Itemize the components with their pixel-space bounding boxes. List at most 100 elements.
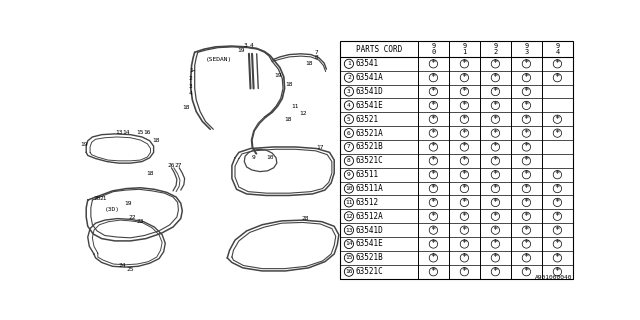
Text: *: * [461, 226, 467, 235]
Text: 2: 2 [189, 76, 193, 81]
Text: *: * [524, 253, 529, 262]
Text: *: * [461, 101, 467, 110]
Text: 19: 19 [124, 202, 132, 206]
Text: *: * [431, 226, 436, 235]
Text: 63541E: 63541E [356, 239, 383, 249]
Text: *: * [524, 115, 529, 124]
Text: 9
3: 9 3 [524, 43, 529, 55]
Text: 63541D: 63541D [356, 87, 383, 96]
Text: A901000040: A901000040 [534, 275, 572, 280]
Text: *: * [431, 267, 436, 276]
Text: *: * [555, 115, 560, 124]
Text: 25: 25 [127, 267, 134, 272]
Text: *: * [524, 142, 529, 151]
Text: *: * [461, 184, 467, 193]
Text: *: * [524, 59, 529, 68]
Text: 1: 1 [347, 61, 351, 66]
Text: 12: 12 [345, 214, 353, 219]
Text: *: * [524, 87, 529, 96]
Text: *: * [555, 267, 560, 276]
Text: 18: 18 [182, 105, 190, 110]
Text: 4: 4 [347, 103, 351, 108]
Text: 63521C: 63521C [356, 156, 383, 165]
Text: 4: 4 [189, 91, 193, 96]
Text: 16: 16 [143, 130, 151, 135]
Text: 63512: 63512 [356, 198, 379, 207]
Text: *: * [431, 239, 436, 249]
Text: 63541: 63541 [356, 59, 379, 68]
Text: *: * [431, 59, 436, 68]
Text: 63521: 63521 [356, 115, 379, 124]
Text: 63521A: 63521A [356, 129, 383, 138]
Text: 13: 13 [115, 130, 122, 135]
Text: 19: 19 [274, 73, 282, 78]
Text: 15: 15 [137, 130, 144, 135]
Text: *: * [524, 170, 529, 179]
Text: 8: 8 [347, 158, 351, 163]
Text: 11: 11 [292, 104, 300, 109]
Text: 17: 17 [317, 145, 324, 150]
Text: *: * [493, 156, 498, 165]
Text: *: * [493, 142, 498, 151]
Text: *: * [431, 170, 436, 179]
Text: 18: 18 [146, 171, 154, 176]
Text: 10: 10 [345, 186, 353, 191]
Text: *: * [493, 115, 498, 124]
Text: *: * [461, 59, 467, 68]
Text: 9
2: 9 2 [493, 43, 497, 55]
Text: *: * [555, 170, 560, 179]
Text: 18: 18 [285, 82, 293, 87]
Text: 19: 19 [237, 48, 245, 53]
Text: 5: 5 [347, 117, 351, 122]
Text: PARTS CORD: PARTS CORD [356, 45, 403, 54]
Text: *: * [555, 184, 560, 193]
Text: 63541D: 63541D [356, 226, 383, 235]
Text: 2: 2 [347, 75, 351, 80]
Text: *: * [524, 226, 529, 235]
Text: *: * [555, 239, 560, 249]
Text: *: * [431, 101, 436, 110]
Text: *: * [524, 212, 529, 221]
Text: *: * [524, 156, 529, 165]
Text: 63541A: 63541A [356, 73, 383, 82]
Text: *: * [555, 253, 560, 262]
Text: 18: 18 [152, 138, 160, 143]
Text: 63541E: 63541E [356, 101, 383, 110]
Text: *: * [493, 101, 498, 110]
Text: *: * [431, 253, 436, 262]
Text: *: * [524, 184, 529, 193]
Text: *: * [461, 198, 467, 207]
Text: *: * [493, 212, 498, 221]
Text: *: * [461, 170, 467, 179]
Text: *: * [431, 115, 436, 124]
Text: *: * [524, 267, 529, 276]
Text: 3: 3 [243, 43, 247, 48]
Text: 7: 7 [347, 144, 351, 149]
Text: 9: 9 [347, 172, 351, 177]
Text: 23: 23 [137, 219, 144, 224]
Text: 28: 28 [301, 216, 308, 221]
Text: *: * [431, 87, 436, 96]
Text: *: * [493, 87, 498, 96]
Text: *: * [461, 212, 467, 221]
Text: 6: 6 [347, 131, 351, 136]
Text: 11: 11 [345, 200, 353, 205]
Text: (3D): (3D) [105, 207, 120, 212]
Text: *: * [431, 129, 436, 138]
Text: *: * [431, 198, 436, 207]
Text: 14: 14 [123, 130, 131, 135]
Text: *: * [461, 239, 467, 249]
Text: *: * [431, 184, 436, 193]
Text: 63521B: 63521B [356, 142, 383, 151]
Text: 63511: 63511 [356, 170, 379, 179]
Text: *: * [524, 73, 529, 82]
Text: *: * [493, 73, 498, 82]
Text: *: * [493, 184, 498, 193]
Text: 3: 3 [189, 84, 193, 89]
Text: 63521B: 63521B [356, 253, 383, 262]
Text: 20: 20 [93, 196, 101, 201]
Text: 9: 9 [252, 155, 255, 160]
Text: 14: 14 [345, 242, 353, 246]
Text: *: * [431, 142, 436, 151]
Text: 8: 8 [314, 55, 318, 60]
